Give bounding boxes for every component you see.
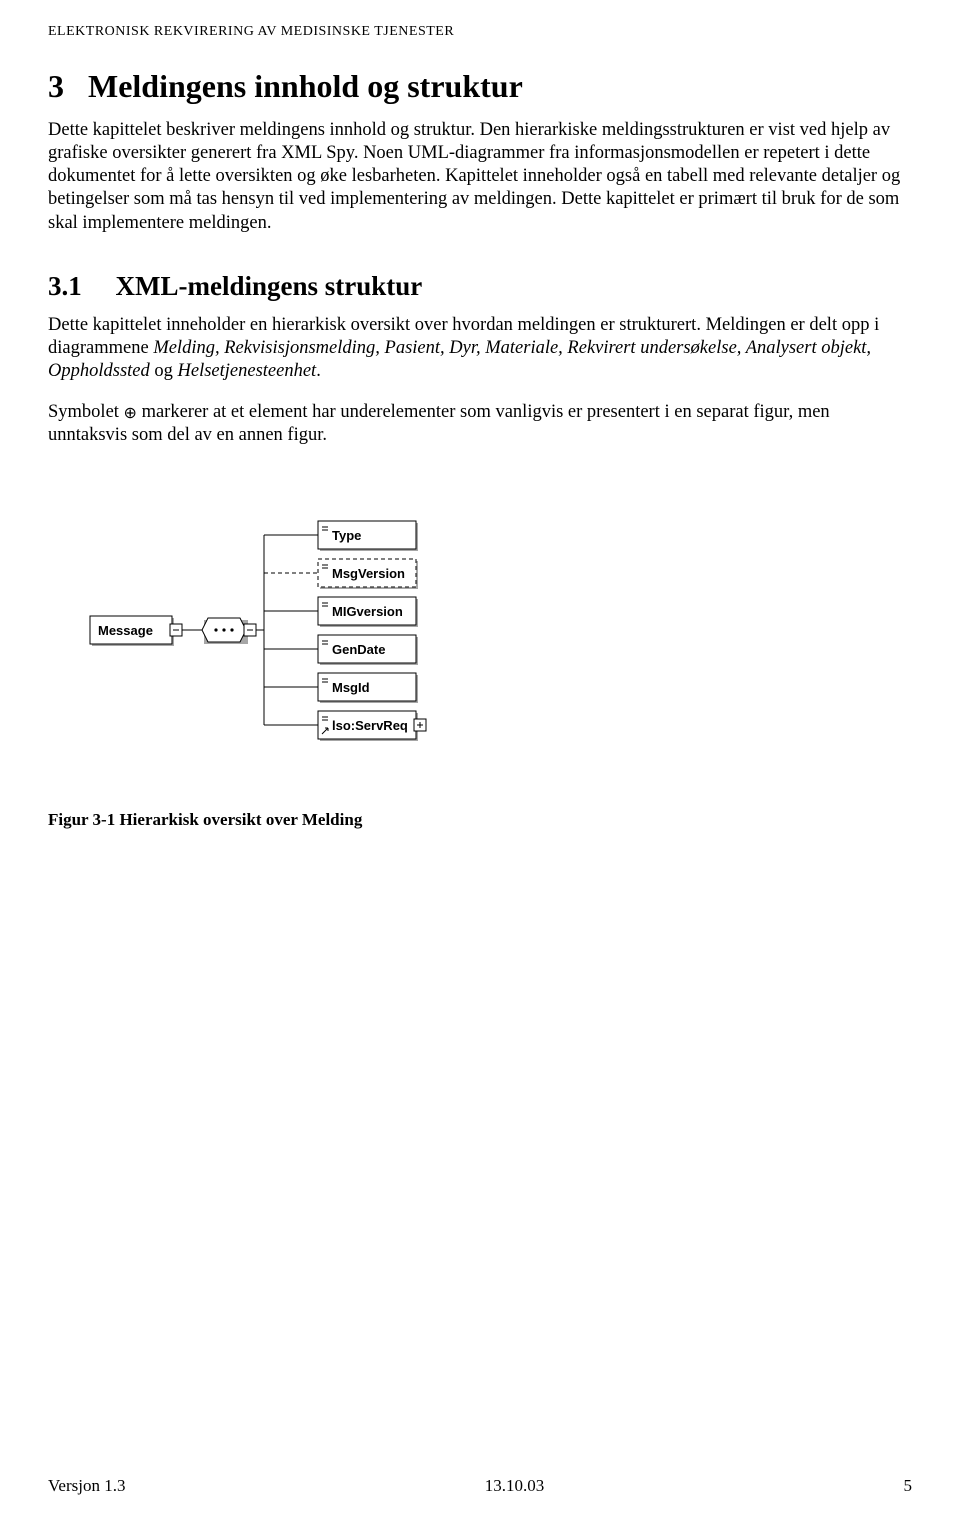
chapter-heading: 3 Meldingens innhold og struktur [48, 68, 912, 105]
chapter-number: 3 [48, 68, 64, 104]
section-p1b: og [150, 361, 178, 381]
svg-text:GenDate: GenDate [332, 642, 385, 657]
svg-text:lso:ServReq: lso:ServReq [332, 718, 408, 733]
section-number: 3.1 [48, 271, 82, 301]
xml-structure-diagram: Message Type MsgVersion MIGversion GenDate Ms… [58, 501, 912, 786]
section-p1c: . [316, 361, 321, 381]
diagram-svg: Message Type MsgVersion MIGversion GenDate Ms… [58, 501, 478, 781]
footer-date: 13.10.03 [485, 1476, 545, 1496]
svg-text:Message: Message [98, 623, 153, 638]
circle-plus-icon: ⊕ [124, 404, 137, 424]
section-italics-2: Helsetjenesteenhet [178, 361, 317, 381]
section-paragraph-2: Symbolet ⊕ markerer at et element har un… [48, 401, 912, 447]
section-title: XML-meldingens struktur [116, 271, 423, 301]
page-footer: Versjon 1.3 13.10.03 5 [48, 1476, 912, 1496]
chapter-title: Meldingens innhold og struktur [88, 68, 523, 104]
section-heading: 3.1 XML-meldingens struktur [48, 271, 912, 302]
svg-text:MsgId: MsgId [332, 680, 370, 695]
section-p2a: Symbolet [48, 402, 124, 422]
page-header: ELEKTRONISK REKVIRERING AV MEDISINSKE TJ… [48, 24, 912, 40]
section-p2b: markerer at et element har underelemente… [48, 402, 830, 445]
section-paragraph-1: Dette kapittelet inneholder en hierarkis… [48, 314, 912, 383]
figure-caption: Figur 3-1 Hierarkisk oversikt over Meldi… [48, 810, 912, 830]
svg-text:MsgVersion: MsgVersion [332, 566, 405, 581]
svg-text:Type: Type [332, 528, 361, 543]
chapter-paragraph-1: Dette kapittelet beskriver meldingens in… [48, 119, 912, 235]
svg-text:MIGversion: MIGversion [332, 604, 403, 619]
footer-pagenum: 5 [903, 1476, 912, 1496]
footer-version: Versjon 1.3 [48, 1476, 125, 1496]
